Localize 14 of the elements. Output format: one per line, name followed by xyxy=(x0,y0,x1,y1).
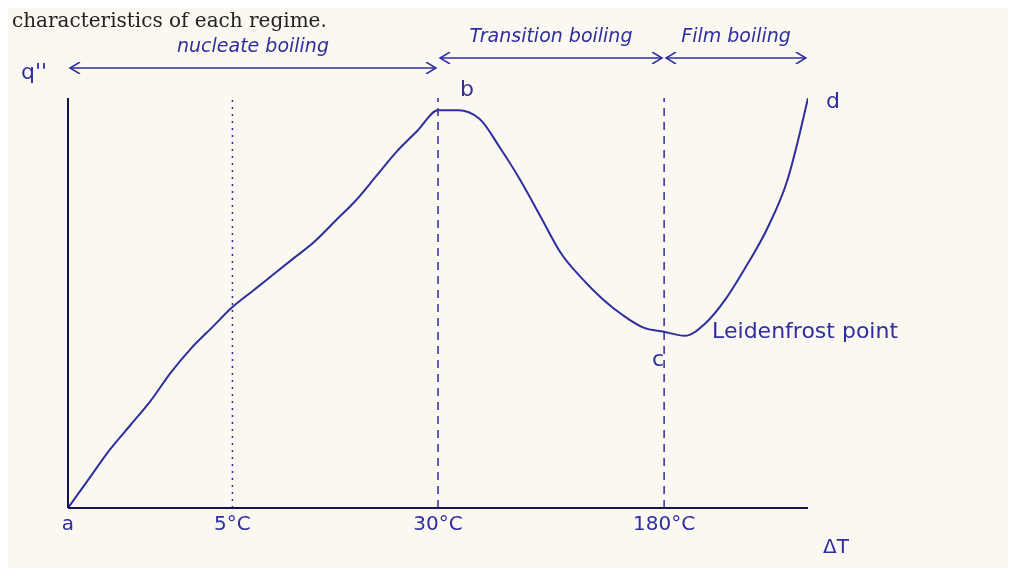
annotation: c xyxy=(652,345,665,371)
annotation: b xyxy=(460,76,474,102)
x-tick-label: 5°C xyxy=(214,511,251,536)
text: d xyxy=(826,88,840,113)
text: nucleate boiling xyxy=(176,34,330,56)
x-axis-title: ΔT xyxy=(823,534,850,559)
text: characteristics of each regime. xyxy=(12,8,327,32)
x-tick-label: 180°C xyxy=(633,511,696,536)
text: Film boiling xyxy=(680,24,792,46)
annotation: Leidenfrost point xyxy=(712,317,899,343)
x-tick-label: 30°C xyxy=(413,511,463,536)
y-axis-title: q'' xyxy=(21,58,48,84)
x-tick-label: a xyxy=(61,511,75,536)
text: Transition boiling xyxy=(468,24,634,46)
